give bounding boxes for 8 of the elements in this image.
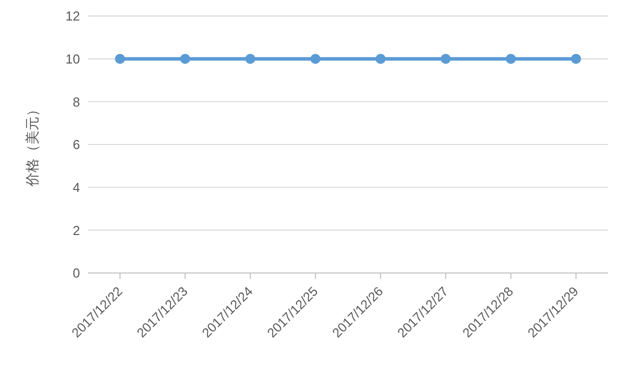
y-tick-label: 0 — [72, 266, 80, 281]
y-tick-label: 8 — [72, 94, 80, 110]
y-tick-label: 4 — [72, 180, 80, 195]
y-tick-label: 12 — [66, 8, 80, 24]
y-tick-label: 6 — [72, 137, 80, 152]
y-tick-label: 10 — [66, 51, 80, 66]
y-tick-label: 2 — [72, 222, 80, 238]
y-axis-title: 价格（美元） — [24, 102, 40, 188]
